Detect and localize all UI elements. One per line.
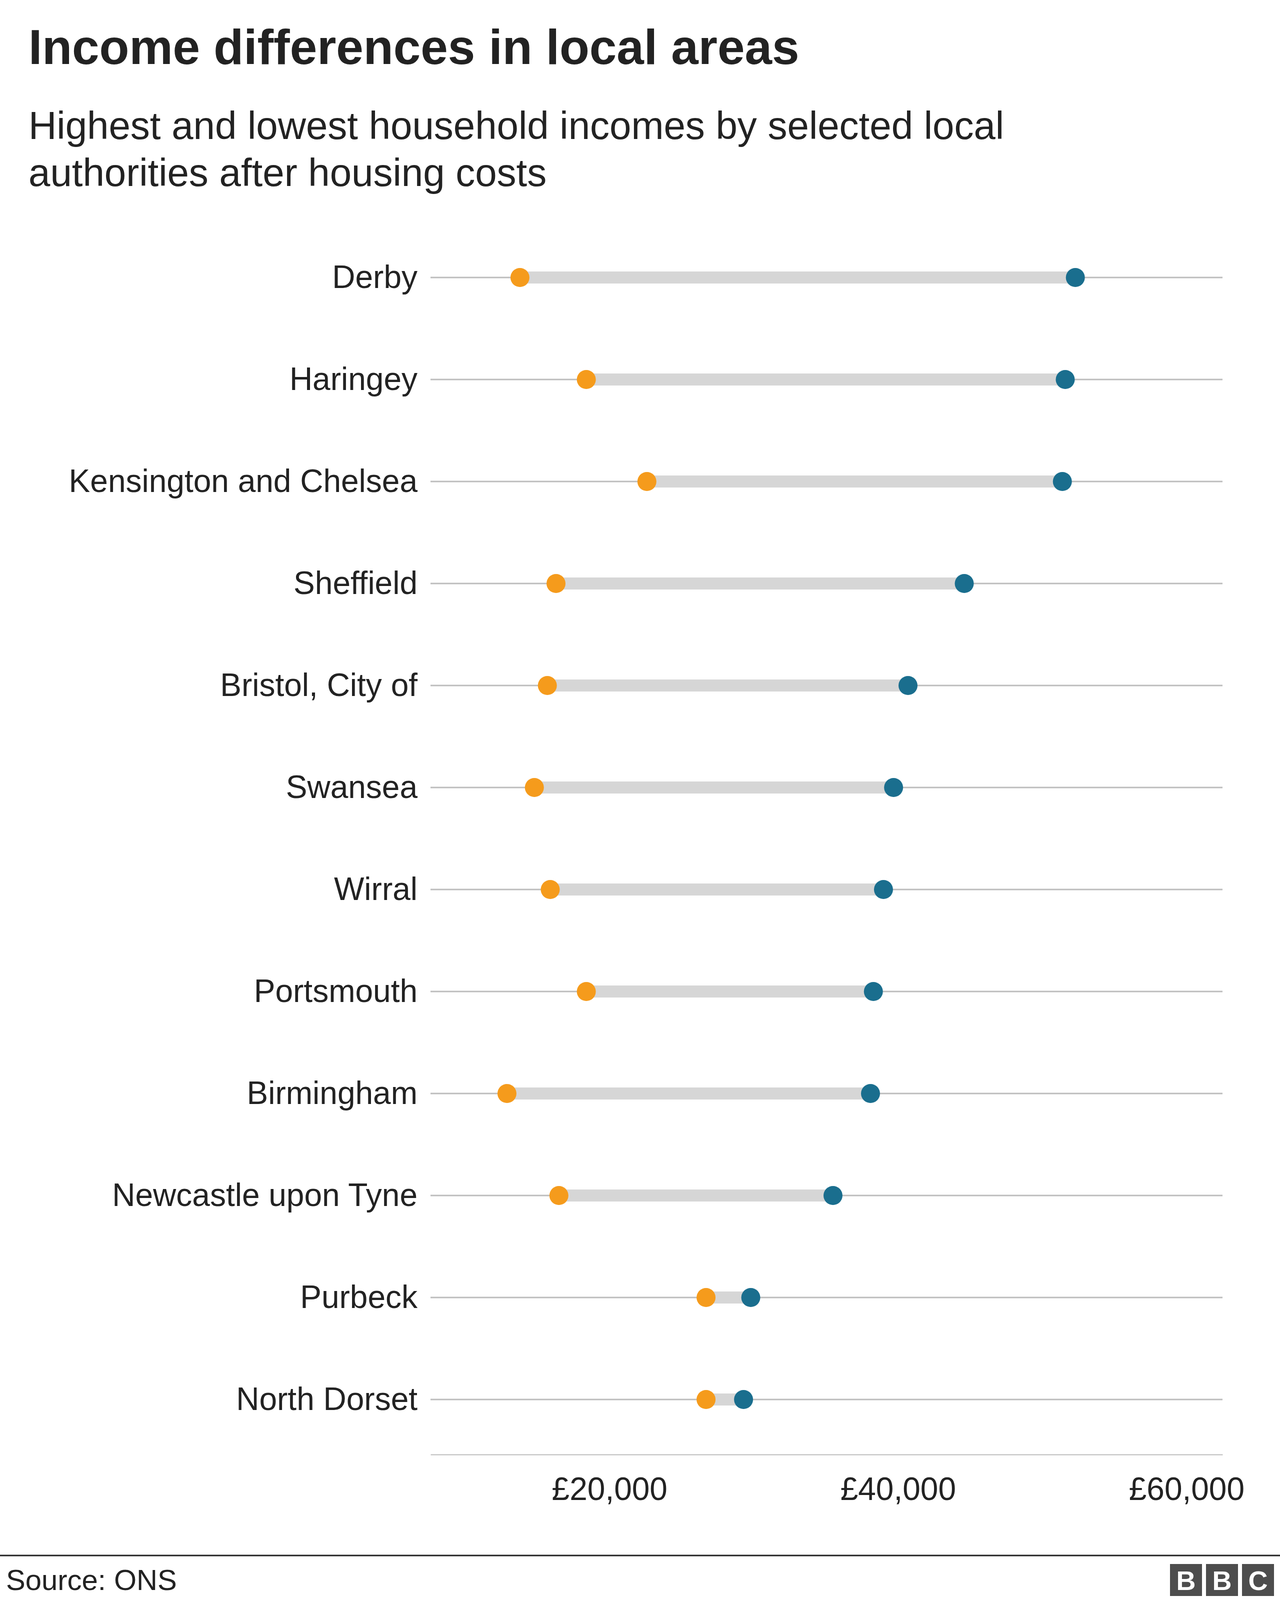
dot — [637, 472, 657, 491]
range-bar — [647, 475, 1063, 488]
logo-box — [1242, 1564, 1274, 1596]
y-tick-label: Newcastle upon Tyne — [112, 1177, 418, 1213]
y-tick-label: Swansea — [286, 769, 418, 805]
y-tick: Derby — [332, 259, 418, 295]
dot — [696, 1390, 716, 1409]
dot — [864, 982, 883, 1001]
y-tick: Bristol, City of — [220, 667, 418, 703]
range-bar — [586, 373, 1066, 386]
grid-line — [430, 787, 1223, 789]
logo-box — [1170, 1564, 1202, 1596]
dot — [955, 574, 974, 593]
y-tick-label: Birmingham — [247, 1075, 418, 1111]
dot — [1053, 472, 1072, 491]
dot — [1066, 268, 1085, 287]
grid-line — [430, 1399, 1223, 1401]
source: Source: ONS — [6, 1563, 177, 1596]
y-tick-label: Haringey — [289, 361, 418, 397]
range-bar — [586, 985, 874, 998]
title: Income differences in local areas — [28, 19, 799, 75]
grid-line — [430, 277, 1223, 279]
dot — [538, 676, 557, 695]
dot — [884, 778, 903, 797]
y-tick: Wirral — [334, 871, 418, 907]
y-tick-label: Kensington and Chelsea — [69, 463, 418, 499]
y-tick: Portsmouth — [254, 973, 418, 1009]
grid-line — [430, 379, 1223, 381]
y-tick-label: Purbeck — [300, 1279, 418, 1315]
grid-line — [430, 1093, 1223, 1095]
logo-text: BBC — [1176, 1565, 1268, 1596]
marks — [497, 268, 1085, 1409]
range-bar — [534, 781, 894, 794]
y-tick: Swansea — [286, 769, 418, 805]
grid-line — [430, 991, 1223, 993]
y-tick: Haringey — [289, 361, 418, 397]
dot — [540, 880, 560, 899]
y-tick-label: Bristol, City of — [220, 667, 418, 703]
logo-box — [1206, 1564, 1238, 1596]
x-tick: £20,000 — [552, 1454, 668, 1507]
dot — [577, 982, 596, 1001]
dot — [696, 1288, 716, 1307]
footer-rule — [0, 1555, 1280, 1557]
y-tick: Birmingham — [247, 1075, 418, 1111]
dot — [1056, 370, 1075, 389]
y-tick: Purbeck — [300, 1279, 418, 1315]
range-bar — [507, 1087, 871, 1100]
x-axis: £20,000 £40,000 £60,000 — [431, 1454, 1245, 1507]
y-tick: Kensington and Chelsea — [69, 463, 418, 499]
dot — [734, 1390, 753, 1409]
dot — [546, 574, 566, 593]
grid-line — [430, 481, 1223, 483]
y-tick-label: Sheffield — [293, 565, 418, 601]
grid-line — [430, 1297, 1223, 1299]
y-tick-label: Portsmouth — [254, 973, 418, 1009]
dot — [823, 1186, 843, 1205]
logo: BBC — [1170, 1564, 1274, 1596]
y-tick-label: North Dorset — [236, 1381, 418, 1417]
x-axis-line — [431, 1454, 1223, 1456]
chart: Income differences in local areas Highest… — [0, 0, 1280, 1600]
subtitle: Highest and lowest household incomes by … — [28, 103, 1004, 195]
x-tick-label: £60,000 — [1129, 1471, 1245, 1507]
dot — [497, 1084, 517, 1103]
dot — [741, 1288, 761, 1307]
y-tick-label: Wirral — [334, 871, 418, 907]
range-bar — [520, 271, 1076, 284]
y-tick: Newcastle upon Tyne — [112, 1177, 418, 1213]
y-tick: Sheffield — [293, 565, 418, 601]
dot — [874, 880, 893, 899]
dot — [861, 1084, 880, 1103]
range-bar — [559, 1189, 833, 1202]
dot — [510, 268, 530, 287]
range-bar — [547, 679, 908, 692]
x-tick: £40,000 — [840, 1454, 956, 1507]
dot — [549, 1186, 569, 1205]
range-bar — [550, 883, 883, 896]
x-tick-label: £20,000 — [552, 1471, 668, 1507]
dot — [898, 676, 918, 695]
dot — [577, 370, 596, 389]
y-tick: North Dorset — [236, 1381, 418, 1417]
range-bar — [556, 577, 965, 590]
y-axis: Derby Haringey Kensington and Chelsea Sheff… — [69, 259, 418, 1417]
y-tick-label: Derby — [332, 259, 418, 295]
dot — [525, 778, 544, 797]
grid — [430, 277, 1223, 1400]
x-tick: £60,000 — [1129, 1454, 1245, 1507]
x-tick-label: £40,000 — [840, 1471, 956, 1507]
